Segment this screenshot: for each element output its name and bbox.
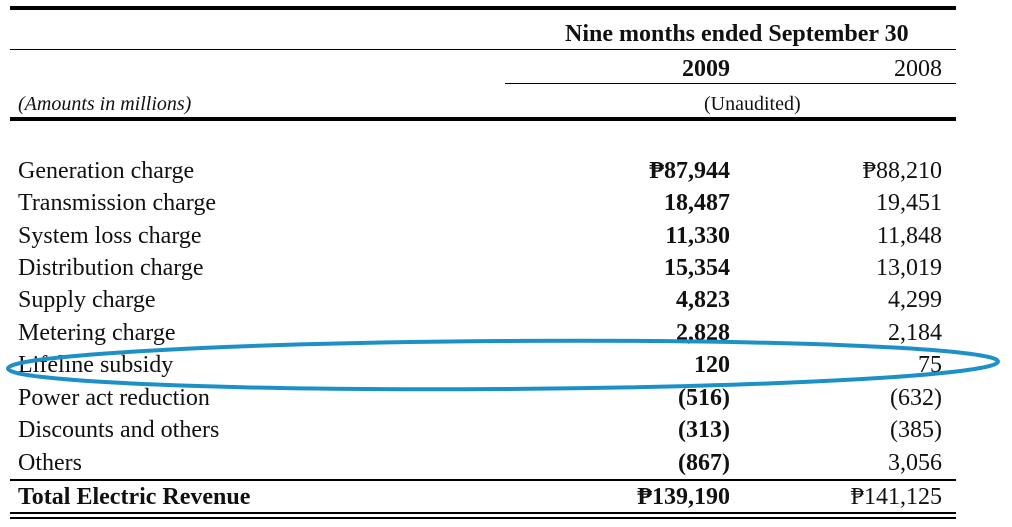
amounts-note: (Amounts in millions)	[18, 93, 192, 115]
total-top-rule	[10, 479, 956, 481]
row-label: System loss charge	[18, 223, 202, 249]
period-title: Nine months ended September 30	[565, 21, 909, 47]
row-label: Metering charge	[18, 320, 176, 346]
header-underline	[10, 49, 956, 50]
total-value-2009: ₱139,190	[637, 484, 730, 510]
value-2008: ₱88,210	[862, 158, 942, 184]
value-2009: 11,330	[665, 223, 730, 249]
total-bottom-rule-1	[10, 512, 956, 514]
total-label: Total Electric Revenue	[18, 484, 251, 510]
row-label: Discounts and others	[18, 417, 220, 443]
value-2008: 4,299	[888, 287, 942, 313]
row-label: Distribution charge	[18, 255, 204, 281]
value-2009: 2,828	[676, 320, 730, 346]
value-2008: 75	[918, 352, 942, 378]
value-2008: 3,056	[888, 450, 942, 476]
value-2009: (313)	[678, 417, 730, 443]
value-2009: 15,354	[664, 255, 730, 281]
value-2008: 19,451	[876, 190, 942, 216]
row-label: Generation charge	[18, 158, 195, 184]
row-label: Others	[18, 450, 82, 476]
value-2008: (385)	[890, 417, 942, 443]
row-label: Power act reduction	[18, 385, 210, 411]
total-value-2008: ₱141,125	[850, 484, 942, 510]
value-2009: 4,823	[676, 287, 730, 313]
top-rule	[10, 6, 956, 10]
value-2009: 120	[694, 352, 730, 378]
value-2008: 13,019	[876, 255, 942, 281]
value-2009: (867)	[678, 450, 730, 476]
row-label: Lifeline subsidy	[18, 352, 174, 378]
year-2009-header: 2009	[682, 56, 730, 82]
value-2009: ₱87,944	[649, 158, 730, 184]
total-bottom-rule-2	[10, 517, 956, 519]
value-2008: 2,184	[888, 320, 942, 346]
audit-status: (Unaudited)	[704, 93, 801, 115]
header-thick-rule	[10, 117, 956, 121]
value-2008: 11,848	[876, 223, 942, 249]
value-2009: 18,487	[664, 190, 730, 216]
year-2008-header: 2008	[894, 56, 942, 82]
row-label: Supply charge	[18, 287, 156, 313]
row-label: Transmission charge	[18, 190, 216, 216]
value-2008: (632)	[890, 385, 942, 411]
value-2009: (516)	[678, 385, 730, 411]
year-underline	[505, 83, 956, 84]
